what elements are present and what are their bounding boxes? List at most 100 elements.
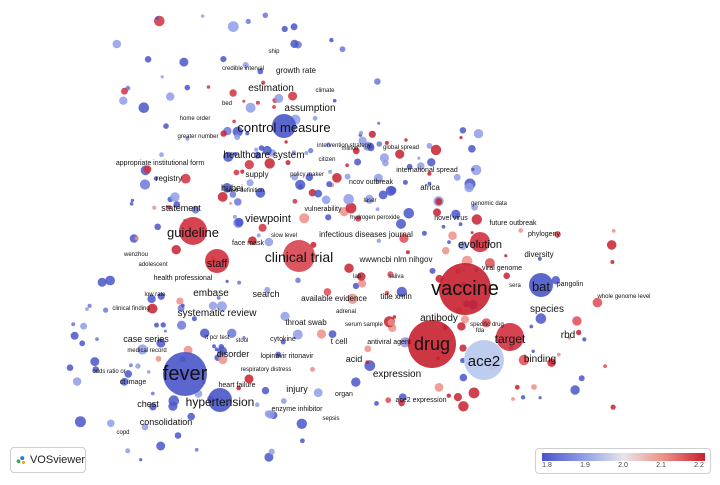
term-bubble[interactable] <box>326 181 333 188</box>
term-label[interactable]: healthcare system <box>223 150 304 161</box>
term-bubble[interactable] <box>298 184 303 190</box>
term-label[interactable]: ct image <box>120 379 147 386</box>
term-bubble[interactable] <box>514 384 520 390</box>
term-bubble[interactable] <box>233 169 240 176</box>
term-label[interactable]: chest <box>137 399 159 409</box>
term-bubble[interactable] <box>152 205 157 210</box>
term-bubble[interactable] <box>235 218 244 227</box>
term-label[interactable]: rbd <box>561 330 575 341</box>
term-label[interactable]: binding <box>524 354 556 365</box>
term-bubble[interactable] <box>529 324 534 329</box>
term-bubble[interactable] <box>217 346 228 357</box>
term-bubble[interactable] <box>138 102 150 113</box>
term-bubble[interactable] <box>459 344 467 352</box>
term-bubble[interactable] <box>254 151 261 159</box>
term-bubble[interactable] <box>531 384 537 390</box>
term-label[interactable]: policy maker <box>290 172 324 178</box>
term-bubble[interactable] <box>518 354 530 366</box>
term-bubble[interactable] <box>272 105 276 109</box>
term-bubble[interactable] <box>288 91 298 101</box>
term-bubble[interactable] <box>129 202 134 206</box>
term-label[interactable]: species <box>530 304 564 315</box>
term-bubble[interactable] <box>291 173 299 181</box>
term-bubble[interactable] <box>284 140 288 144</box>
term-bubble[interactable] <box>216 296 221 300</box>
term-bubble[interactable] <box>163 123 169 129</box>
term-bubble[interactable] <box>434 383 444 392</box>
term-bubble[interactable] <box>234 198 242 206</box>
term-bubble[interactable] <box>453 173 461 181</box>
term-bubble[interactable] <box>427 181 432 186</box>
term-bubble[interactable] <box>125 448 131 454</box>
term-bubble[interactable] <box>387 271 394 278</box>
term-bubble[interactable] <box>603 364 607 368</box>
term-bubble[interactable] <box>352 147 360 155</box>
term-label[interactable]: systematic review <box>178 308 258 319</box>
term-bubble[interactable] <box>364 345 372 353</box>
term-label[interactable]: international spread <box>396 167 458 174</box>
term-bubble[interactable] <box>538 396 542 400</box>
term-bubble[interactable] <box>427 158 436 167</box>
term-bubble[interactable] <box>481 318 491 328</box>
term-label[interactable]: global spread <box>383 145 419 151</box>
term-bubble[interactable] <box>537 256 542 261</box>
term-bubble[interactable] <box>154 223 161 231</box>
term-bubble[interactable] <box>570 385 580 395</box>
term-bubble[interactable] <box>473 129 484 139</box>
term-bubble[interactable] <box>345 202 357 214</box>
term-bubble[interactable] <box>460 357 466 364</box>
term-bubble[interactable] <box>332 173 342 183</box>
term-label[interactable]: low rate <box>144 292 166 298</box>
term-bubble[interactable] <box>137 344 148 355</box>
term-bubble[interactable] <box>280 311 290 321</box>
term-label[interactable]: rt pcr test <box>204 335 229 341</box>
term-label[interactable]: genomic data <box>471 201 508 207</box>
term-bubble[interactable] <box>248 236 257 245</box>
term-label[interactable]: diversity <box>524 250 553 259</box>
term-bubble[interactable] <box>74 416 86 428</box>
term-bubble[interactable] <box>232 126 243 137</box>
term-bubble[interactable] <box>229 191 237 198</box>
term-bubble[interactable] <box>379 153 389 163</box>
term-label[interactable]: infectious diseases journal <box>319 230 413 239</box>
term-bubble[interactable] <box>295 277 301 284</box>
term-bubble[interactable] <box>147 294 156 304</box>
term-bubble[interactable] <box>458 222 463 227</box>
term-bubble[interactable] <box>194 447 199 452</box>
term-bubble[interactable] <box>504 254 508 258</box>
term-label[interactable]: bat <box>532 279 550 294</box>
term-bubble[interactable] <box>242 99 246 103</box>
term-label[interactable]: hydrogen peroxide <box>350 215 400 221</box>
term-bubble[interactable] <box>179 57 189 67</box>
term-bubble[interactable] <box>359 130 364 135</box>
term-bubble[interactable] <box>471 167 475 172</box>
term-bubble[interactable] <box>200 14 205 18</box>
term-label[interactable]: vaccine <box>431 278 499 300</box>
term-label[interactable]: adolescent <box>138 262 167 268</box>
term-bubble[interactable] <box>177 320 187 330</box>
term-label[interactable]: growth rate <box>276 66 317 75</box>
term-label[interactable]: specific drug <box>470 322 504 328</box>
term-bubble[interactable] <box>242 62 249 69</box>
term-bubble[interactable] <box>214 347 219 352</box>
term-bubble[interactable] <box>451 209 461 219</box>
term-bubble[interactable] <box>459 136 463 140</box>
term-bubble[interactable] <box>464 182 474 193</box>
term-label[interactable]: injury <box>286 384 308 394</box>
term-label[interactable]: sera <box>509 283 521 289</box>
term-bubble[interactable] <box>225 279 229 283</box>
term-bubble[interactable] <box>185 136 190 141</box>
term-label[interactable]: face mask <box>232 240 264 247</box>
term-bubble[interactable] <box>135 363 141 369</box>
term-bubble[interactable] <box>206 85 211 89</box>
term-label[interactable]: available evidence <box>301 294 367 303</box>
term-bubble[interactable] <box>365 194 374 204</box>
term-bubble[interactable] <box>255 100 260 105</box>
term-bubble[interactable] <box>180 303 185 308</box>
term-bubble[interactable] <box>258 145 265 151</box>
term-bubble[interactable] <box>374 78 381 85</box>
term-bubble[interactable] <box>264 286 271 293</box>
term-bubble[interactable] <box>321 195 331 205</box>
term-label[interactable]: acid <box>346 354 363 364</box>
term-bubble[interactable] <box>150 391 155 396</box>
